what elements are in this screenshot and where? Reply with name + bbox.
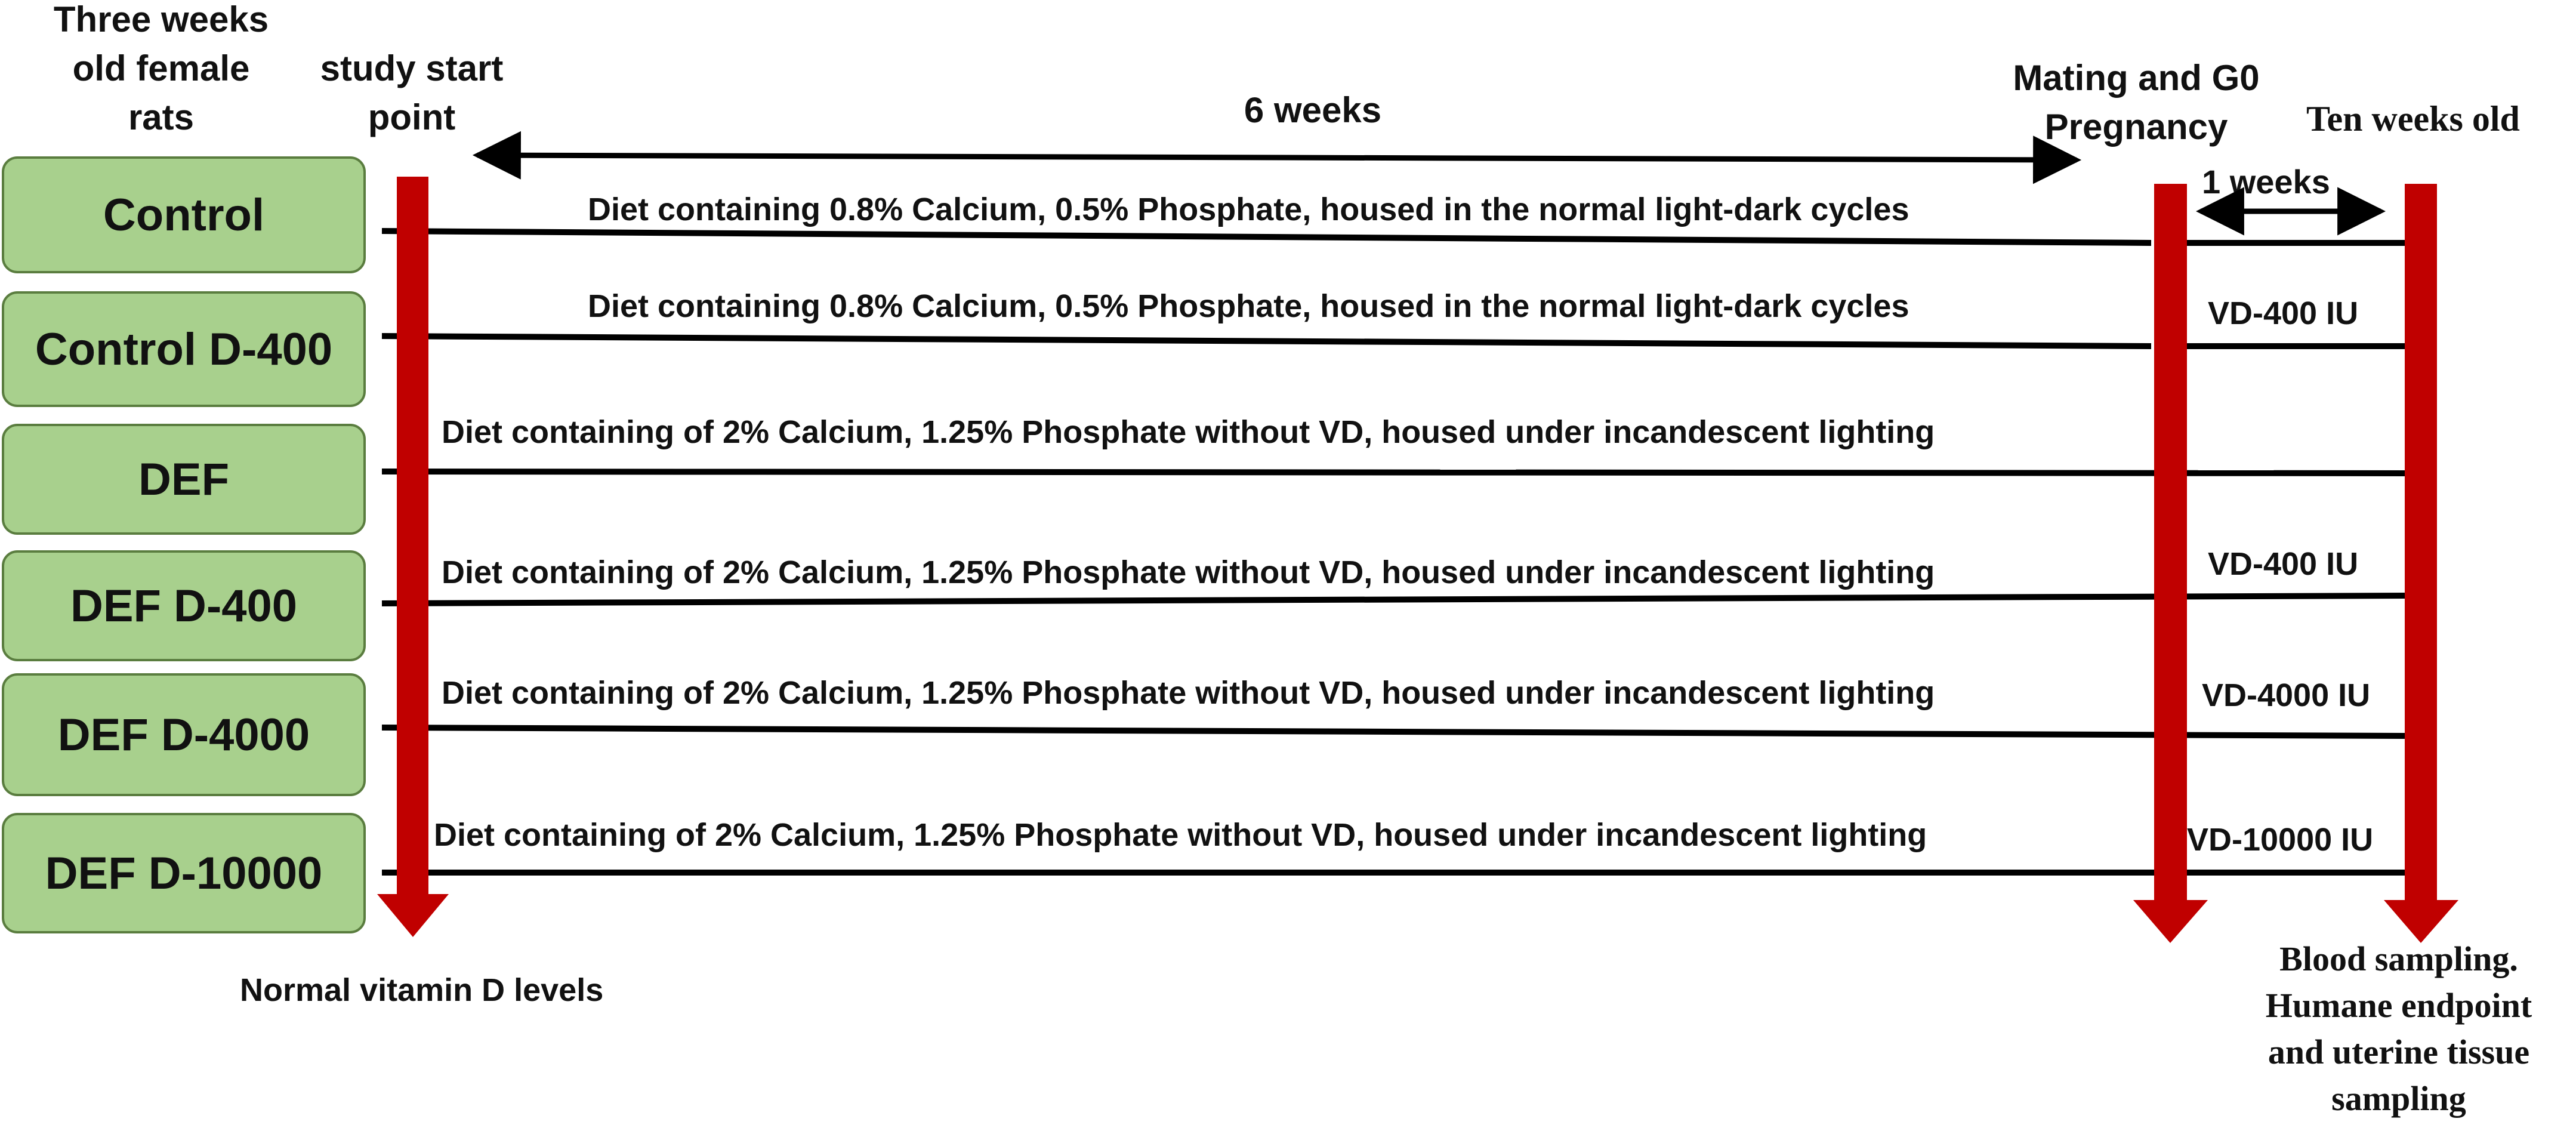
dose-label-control-d400: VD-400 IU [2208, 295, 2359, 331]
timeline-line-def [381, 469, 2405, 476]
timeline-line-def-d400 [381, 593, 2405, 606]
group-box-def: DEF [2, 424, 366, 535]
dose-label-def-d400: VD-400 IU [2208, 546, 2359, 582]
diet-text-def: Diet containing of 2% Calcium, 1.25% Pho… [442, 414, 1935, 450]
mating-arrow [2133, 184, 2208, 943]
diet-text-def-d10000: Diet containing of 2% Calcium, 1.25% Pho… [434, 817, 1927, 853]
six-weeks-arrow [472, 131, 2082, 184]
dose-label-def-d4000: VD-4000 IU [2202, 677, 2371, 713]
group-box-control: Control [2, 156, 366, 273]
diet-text-def-d4000: Diet containing of 2% Calcium, 1.25% Pho… [442, 675, 1935, 711]
group-box-def-d400: DEF D-400 [2, 550, 366, 661]
six-weeks-label: 6 weeks [1244, 90, 1382, 130]
study-start-arrow [377, 177, 449, 937]
timeline-line-def-d4000 [381, 725, 2405, 739]
normal-vd-label: Normal vitamin D levels [240, 972, 604, 1008]
group-box-control-d400: Control D-400 [2, 291, 366, 407]
group-box-def-d4000: DEF D-4000 [2, 673, 366, 796]
timeline-line-control [381, 228, 2152, 246]
study-start-label: study start point [320, 48, 504, 137]
ten-weeks-arrow [2384, 184, 2458, 943]
diet-text-control: Diet containing 0.8% Calcium, 0.5% Phosp… [588, 192, 1909, 227]
group-box-def-d10000: DEF D-10000 [2, 813, 366, 933]
diet-text-control-d400: Diet containing 0.8% Calcium, 0.5% Phosp… [588, 288, 1909, 324]
timeline-lines [381, 228, 2405, 876]
three-weeks-label: Three weeks old female rats [53, 0, 269, 137]
diet-text-def-d400: Diet containing of 2% Calcium, 1.25% Pho… [442, 554, 1935, 590]
dose-label-def-d10000: VD-10000 IU [2187, 822, 2374, 858]
ten-weeks-label: Ten weeks old [2306, 99, 2520, 138]
sampling-label: Blood sampling. Humane endpoint and uter… [2265, 939, 2532, 1118]
timeline-line-control-d400 [381, 333, 2152, 349]
red-arrows [377, 177, 2458, 943]
